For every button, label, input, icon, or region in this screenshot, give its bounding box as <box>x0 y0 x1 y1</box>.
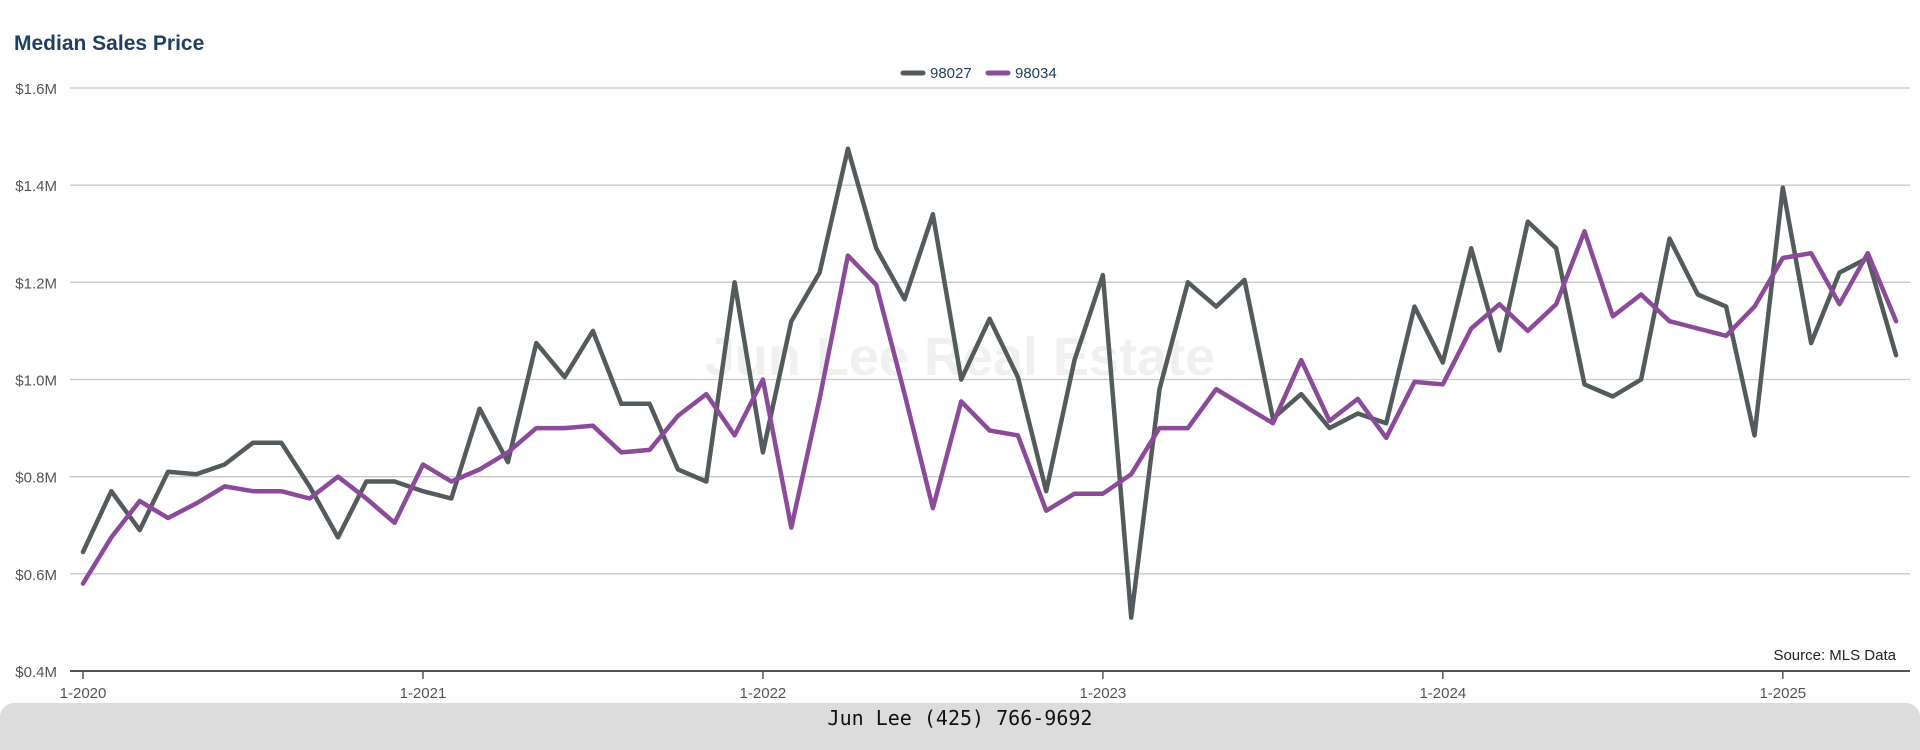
chart-title: Median Sales Price <box>14 32 205 55</box>
x-tick-label: 1-2025 <box>1759 685 1806 702</box>
y-tick-label: $0.4M <box>15 664 57 681</box>
x-tick-label: 1-2022 <box>740 685 787 702</box>
legend-label-98027: 98027 <box>930 65 972 82</box>
y-tick-label: $0.6M <box>15 567 57 584</box>
x-tick-label: 1-2023 <box>1080 685 1127 702</box>
series-line-98027 <box>80 146 1899 620</box>
x-tick-label: 1-2020 <box>60 685 107 702</box>
x-tick-label: 1-2024 <box>1419 685 1466 702</box>
x-tick-label: 1-2021 <box>400 685 447 702</box>
y-tick-label: $1.4M <box>15 178 57 195</box>
y-tick-label: $1.2M <box>15 275 57 292</box>
legend-label-98034: 98034 <box>1015 65 1057 82</box>
y-tick-label: $1.0M <box>15 373 57 390</box>
series-line-98034 <box>80 229 1899 586</box>
y-tick-label: $0.8M <box>15 470 57 487</box>
source-note: Source: MLS Data <box>1773 647 1896 664</box>
footer-contact: Jun Lee (425) 766-9692 <box>827 706 1093 730</box>
footer-bar <box>0 703 1920 750</box>
y-tick-label: $1.6M <box>15 81 57 98</box>
